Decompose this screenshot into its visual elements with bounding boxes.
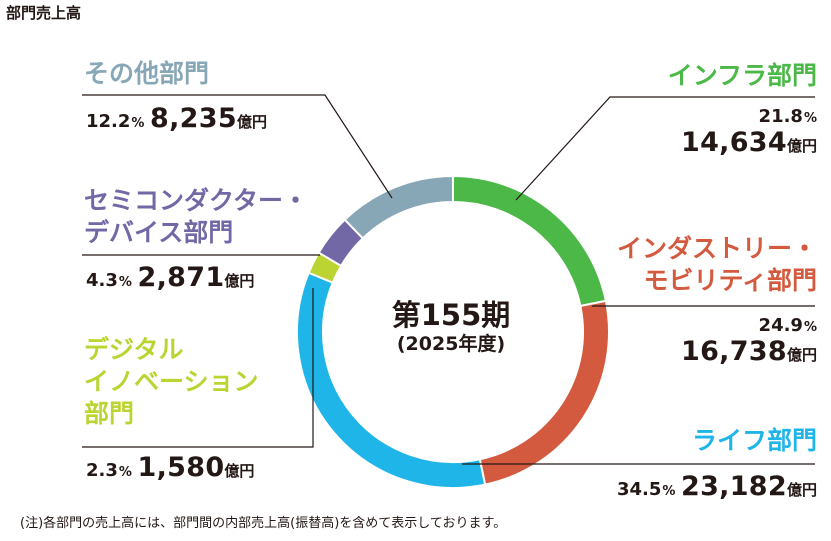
leader-line-other xyxy=(82,94,393,199)
center-period: 第155期 xyxy=(391,298,511,332)
segment-values-semiconductor-device: 4.3% 2,871億円 xyxy=(86,262,255,293)
leader-line-digital xyxy=(82,288,314,448)
donut-slice-0 xyxy=(452,174,608,308)
percent-life: 34.5 xyxy=(616,479,662,500)
percent-semiconductor-device: 4.3 xyxy=(86,270,118,291)
amount-life: 23,182 xyxy=(680,471,787,502)
amount-semiconductor-device: 2,871 xyxy=(137,262,225,293)
amount-industry-mobility: 16,738 xyxy=(680,336,787,367)
page-title: 部門売上高 xyxy=(6,4,82,22)
segment-name-semiconductor-device: セミコンダクター・ デバイス部門 xyxy=(84,186,309,247)
segment-values-life: 34.5% 23,182億円 xyxy=(616,471,817,502)
segment-name-infra: インフラ部門 xyxy=(667,61,817,90)
percent-infra: 21.8 xyxy=(758,106,803,127)
segment-name-other: その他部門 xyxy=(84,59,210,88)
footnote: (注)各部門の売上高には、部門間の内部売上高(振替高)を含めて表示しております。 xyxy=(20,516,507,531)
amount-infra: 14,634 xyxy=(680,127,787,158)
segment-name-digital-innovation: デジタル イノベーション 部門 xyxy=(84,335,259,428)
segment-name-industry-mobility: インダストリー・ モビリティ部門 xyxy=(616,234,817,295)
percent-other: 12.2 xyxy=(86,111,131,132)
amount-other: 8,235 xyxy=(150,103,237,134)
segment-values-other: 12.2% 8,235億円 xyxy=(86,103,267,134)
segment-values-industry-mobility: 24.9% 16,738億円 xyxy=(680,315,817,367)
segment-values-infra: 21.8% 14,634億円 xyxy=(680,106,817,158)
percent-digital-innovation: 2.3 xyxy=(86,460,118,481)
leader-line-infra xyxy=(515,96,815,201)
percent-industry-mobility: 24.9 xyxy=(758,315,803,336)
amount-digital-innovation: 1,580 xyxy=(137,452,225,483)
center-year: (2025年度) xyxy=(396,333,506,355)
segment-values-digital-innovation: 2.3% 1,580億円 xyxy=(86,452,255,483)
segment-name-life: ライフ部門 xyxy=(691,426,817,455)
donut-slice-5 xyxy=(343,174,454,240)
chart-center-label: 第155期 (2025年度) xyxy=(358,298,544,356)
